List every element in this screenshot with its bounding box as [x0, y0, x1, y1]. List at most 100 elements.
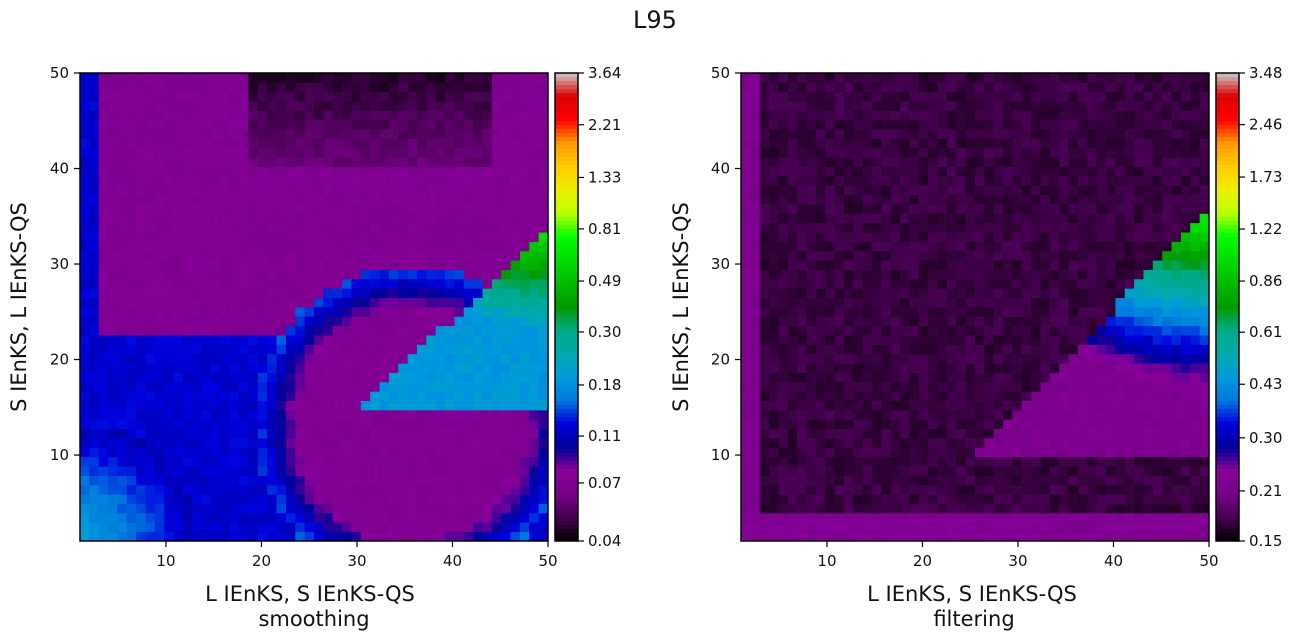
heatmap-cell	[909, 326, 919, 336]
heatmap-cell	[426, 410, 436, 420]
heatmap-cell	[750, 466, 760, 476]
heatmap-cell	[380, 204, 390, 214]
heatmap-cell	[1031, 82, 1041, 92]
heatmap-cell	[146, 494, 156, 504]
colorbar-segment	[555, 361, 578, 366]
heatmap-cell	[202, 92, 212, 102]
heatmap-cell	[844, 232, 854, 242]
heatmap-cell	[797, 335, 807, 345]
heatmap-cell	[202, 120, 212, 130]
heatmap-cell	[454, 326, 464, 336]
heatmap-cell	[239, 101, 249, 111]
heatmap-cell	[769, 251, 779, 261]
heatmap-cell	[769, 270, 779, 280]
heatmap-cell	[342, 419, 352, 429]
heatmap-cell	[975, 82, 985, 92]
heatmap-cell	[881, 288, 891, 298]
heatmap-cell	[1078, 120, 1088, 130]
heatmap-cell	[853, 485, 863, 495]
heatmap-cell	[183, 82, 193, 92]
heatmap-cell	[872, 504, 882, 514]
heatmap-cell	[174, 466, 184, 476]
heatmap-cell	[445, 101, 455, 111]
heatmap-cell	[816, 101, 826, 111]
heatmap-cell	[900, 326, 910, 336]
heatmap-cell	[80, 241, 90, 251]
colorbar-segment	[555, 117, 578, 122]
heatmap-cell	[1069, 213, 1079, 223]
heatmap-cell	[314, 73, 324, 83]
heatmap-cell	[994, 513, 1004, 523]
heatmap-cell	[1059, 92, 1069, 102]
heatmap-cell	[807, 391, 817, 401]
heatmap-cell	[1069, 279, 1079, 289]
heatmap-cell	[511, 157, 521, 167]
heatmap-cell	[295, 213, 305, 223]
heatmap-cell	[426, 232, 436, 242]
heatmap-cell	[426, 288, 436, 298]
heatmap-cell	[426, 120, 436, 130]
heatmap-cell	[155, 466, 165, 476]
heatmap-cell	[788, 363, 798, 373]
heatmap-cell	[389, 532, 399, 542]
heatmap-cell	[389, 382, 399, 392]
heatmap-cell	[117, 223, 127, 233]
heatmap-cell	[248, 251, 258, 261]
heatmap-cell	[1059, 232, 1069, 242]
heatmap-cell	[277, 316, 287, 326]
heatmap-cell	[539, 307, 549, 317]
heatmap-cell	[1162, 195, 1172, 205]
heatmap-cell	[351, 270, 361, 280]
heatmap-cell	[919, 241, 929, 251]
heatmap-cell	[361, 429, 371, 439]
heatmap-cell	[492, 82, 502, 92]
heatmap-cell	[127, 251, 137, 261]
heatmap-cell	[342, 410, 352, 420]
heatmap-cell	[966, 522, 976, 532]
heatmap-cell	[1087, 298, 1097, 308]
heatmap-cell	[127, 494, 137, 504]
heatmap-cell	[1050, 485, 1060, 495]
heatmap-cell	[891, 270, 901, 280]
heatmap-cell	[994, 335, 1004, 345]
heatmap-cell	[956, 457, 966, 467]
heatmap-cell	[445, 195, 455, 205]
heatmap-cell	[1162, 344, 1172, 354]
heatmap-cell	[1106, 223, 1116, 233]
heatmap-cell	[1059, 241, 1069, 251]
heatmap-cell	[1097, 279, 1107, 289]
heatmap-cell	[769, 316, 779, 326]
heatmap-cell	[900, 513, 910, 523]
heatmap-cell	[1162, 532, 1172, 542]
heatmap-cell	[351, 316, 361, 326]
heatmap-cell	[778, 110, 788, 120]
heatmap-cell	[1041, 532, 1051, 542]
heatmap-cell	[202, 129, 212, 139]
heatmap-cell	[844, 251, 854, 261]
heatmap-cell	[89, 391, 99, 401]
heatmap-cell	[1162, 316, 1172, 326]
colorbar-segment	[555, 401, 578, 406]
heatmap-cell	[900, 438, 910, 448]
heatmap-cell	[220, 429, 230, 439]
heatmap-cell	[417, 82, 427, 92]
heatmap-cell	[295, 316, 305, 326]
heatmap-cell	[1078, 288, 1088, 298]
heatmap-cell	[778, 73, 788, 83]
heatmap-cell	[835, 232, 845, 242]
heatmap-cell	[99, 241, 109, 251]
heatmap-cell	[248, 148, 258, 158]
heatmap-cell	[520, 223, 530, 233]
heatmap-cell	[436, 419, 446, 429]
heatmap-cell	[741, 344, 751, 354]
heatmap-cell	[436, 195, 446, 205]
heatmap-cell	[370, 494, 380, 504]
heatmap-cell	[825, 167, 835, 177]
heatmap-cell	[928, 270, 938, 280]
heatmap-cell	[984, 410, 994, 420]
heatmap-cell	[844, 438, 854, 448]
heatmap-cell	[1012, 157, 1022, 167]
heatmap-cell	[1041, 316, 1051, 326]
heatmap-cell	[1078, 363, 1088, 373]
heatmap-cell	[844, 401, 854, 411]
